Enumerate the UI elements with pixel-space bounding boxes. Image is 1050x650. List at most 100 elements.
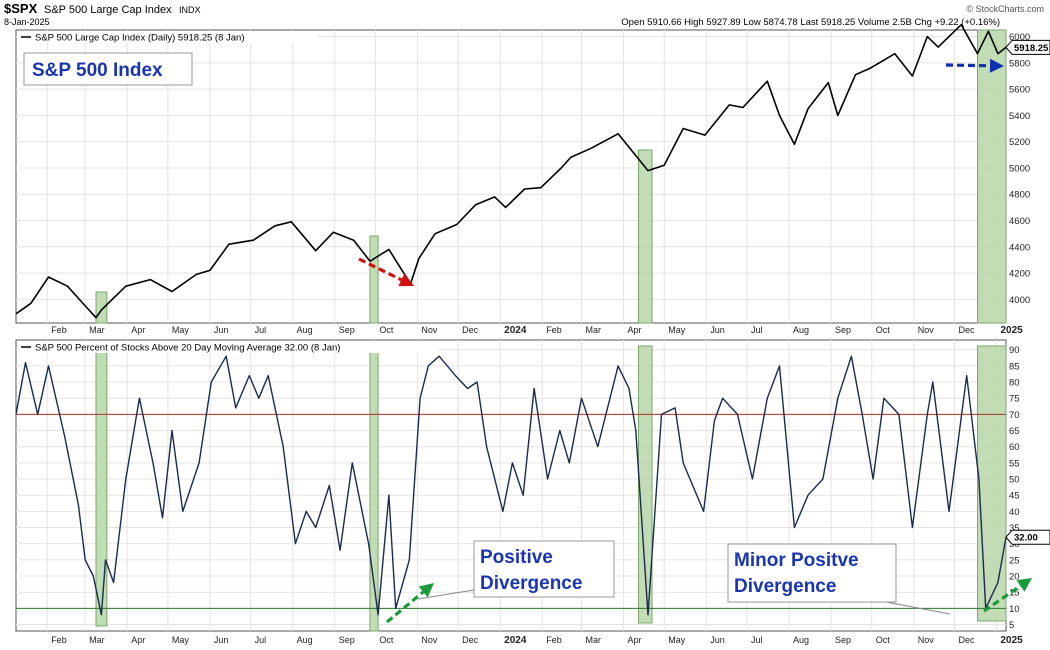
divergence-callout-line: Positive	[480, 547, 553, 568]
breadth-y-tick-label: 35	[1009, 523, 1020, 534]
price-x-tick-label: Aug	[793, 325, 809, 335]
price-highlight-zone	[369, 235, 379, 324]
price-last-value-bg	[1005, 39, 1050, 55]
breadth-x-tick-label: Sep	[835, 635, 851, 645]
breadth-highlight-zone	[637, 345, 653, 624]
breadth-x-tick-label: Aug	[297, 635, 313, 645]
breadth-y-tick-label: 20	[1009, 572, 1020, 583]
breadth-x-tick-label: 2025	[1001, 635, 1024, 646]
breadth-x-tick-label: Jul	[255, 635, 267, 645]
price-x-tick-label: Apr	[131, 325, 145, 335]
breadth-x-tick-label: Feb	[546, 635, 562, 645]
price-x-tick-label: 2024	[504, 325, 527, 336]
breadth-x-tick-label: Apr	[628, 635, 642, 645]
copyright-label: © StockCharts.com	[966, 4, 1044, 14]
breadth-y-tick-label: 10	[1009, 604, 1020, 615]
price-highlight-zone	[637, 149, 653, 324]
annotation-layer: S&P 500 Index Positive Divergence Minor Pos…	[23, 52, 1032, 624]
price-y-tick-label: 5000	[1009, 163, 1030, 174]
breadth-y-tick-label: 15	[1009, 588, 1020, 599]
price-y-tick-label: 5400	[1009, 111, 1030, 122]
breadth-x-tick-label: Dec	[958, 635, 975, 645]
breadth-higher-low-arrow-2-head	[1016, 578, 1032, 592]
breadth-higher-low-arrow-1	[385, 583, 434, 624]
breadth-x-tick-label: Jul	[751, 635, 763, 645]
breadth-x-tick-label: Mar	[586, 635, 602, 645]
breadth-x-tick-label: Sep	[339, 635, 355, 645]
breadth-y-tick-label: 50	[1009, 475, 1020, 486]
breadth-x-tick-label: Aug	[793, 635, 809, 645]
price-y-tick-label: 6000	[1009, 32, 1030, 43]
price-x-tick-label: Dec	[462, 325, 479, 335]
breadth-x-tick-label: Oct	[379, 635, 394, 645]
breadth-last-value: 32.00	[1014, 533, 1038, 544]
price-panel-title: S&P 500 Large Cap Index (Daily) 5918.25 …	[35, 33, 244, 44]
price-series-line	[15, 23, 1007, 319]
price-y-tick-label: 4000	[1009, 295, 1030, 306]
price-x-tick-label: Nov	[918, 325, 935, 335]
breadth-series-line	[15, 355, 1007, 616]
breadth-y-tick-label: 5	[1009, 620, 1014, 631]
breadth-y-tick-label: 55	[1009, 458, 1020, 469]
breadth-y-tick-label: 70	[1009, 410, 1020, 421]
recent-price-arrow-head	[989, 58, 1004, 73]
chart-date: 8-Jan-2025	[4, 17, 50, 27]
price-x-tick-label: May	[668, 325, 686, 335]
price-x-tick-label: Mar	[586, 325, 602, 335]
price-y-tick-label: 5800	[1009, 58, 1030, 69]
price-highlight-zone	[977, 29, 1007, 324]
price-x-tick-label: Oct	[876, 325, 891, 335]
breadth-x-tick-label: Apr	[131, 635, 145, 645]
price-lower-low-arrow	[358, 257, 414, 287]
breadth-highlight-zone	[95, 345, 108, 627]
breadth-higher-low-arrow-2-shaft	[983, 584, 1022, 613]
breadth-panel-title: S&P 500 Percent of Stocks Above 20 Day M…	[35, 343, 340, 354]
price-x-tick-label: Sep	[835, 325, 851, 335]
price-x-tick-label: Sep	[339, 325, 355, 335]
price-x-tick-label: May	[172, 325, 190, 335]
exchange-label: INDX	[179, 5, 201, 15]
recent-price-arrow	[945, 58, 1004, 73]
divergence-callout-bg	[473, 540, 615, 598]
breadth-x-tick-label: Oct	[876, 635, 891, 645]
price-y-tick-label: 5200	[1009, 137, 1030, 148]
price-y-tick-label: 5600	[1009, 85, 1030, 96]
index-name: S&P 500 Large Cap Index	[44, 4, 172, 16]
price-y-tick-label: 4600	[1009, 216, 1030, 227]
breadth-higher-low-arrow-2	[983, 578, 1032, 613]
divergence-callout-bg	[727, 543, 897, 603]
breadth-x-tick-label: Feb	[51, 635, 67, 645]
breadth-y-tick-label: 60	[1009, 442, 1020, 453]
breadth-last-value-tag: 32.00	[1005, 529, 1050, 545]
index-callout-text: S&P 500 Index	[32, 60, 163, 81]
divergence-callout-2: Minor Positve Divergence	[727, 543, 951, 615]
breadth-y-tick-label: 65	[1009, 426, 1020, 437]
divergence-callout-leader	[885, 601, 951, 615]
price-x-tick-label: Feb	[51, 325, 67, 335]
index-callout-box: S&P 500 Index	[23, 52, 193, 86]
price-highlight-zone	[95, 291, 108, 324]
breadth-y-tick-label: 85	[1009, 361, 1020, 372]
price-x-tick-label: Jun	[710, 325, 725, 335]
breadth-title-box: S&P 500 Percent of Stocks Above 20 Day M…	[17, 341, 437, 354]
breadth-y-tick-label: 40	[1009, 507, 1020, 518]
price-x-tick-label: Jul	[255, 325, 267, 335]
divergence-callout-line: Divergence	[480, 573, 582, 594]
price-last-value-tag: 5918.25	[1005, 39, 1050, 55]
breadth-y-tick-label: 90	[1009, 345, 1020, 356]
price-x-tick-label: Apr	[628, 325, 642, 335]
price-y-tick-label: 4800	[1009, 190, 1030, 201]
price-x-tick-label: Dec	[958, 325, 975, 335]
breadth-y-tick-label: 80	[1009, 378, 1020, 389]
price-x-tick-label: Jul	[751, 325, 763, 335]
breadth-x-tick-label: Nov	[421, 635, 438, 645]
breadth-x-tick-label: May	[172, 635, 190, 645]
price-last-value: 5918.25	[1014, 43, 1049, 54]
breadth-y-tick-label: 25	[1009, 555, 1020, 566]
price-x-tick-label: Oct	[379, 325, 394, 335]
quote-bar: Open 5910.66 High 5927.89 Low 5874.78 La…	[621, 17, 1000, 28]
breadth-y-tick-label: 45	[1009, 491, 1020, 502]
breadth-x-tick-label: Mar	[89, 635, 105, 645]
breadth-x-tick-label: Jun	[710, 635, 725, 645]
